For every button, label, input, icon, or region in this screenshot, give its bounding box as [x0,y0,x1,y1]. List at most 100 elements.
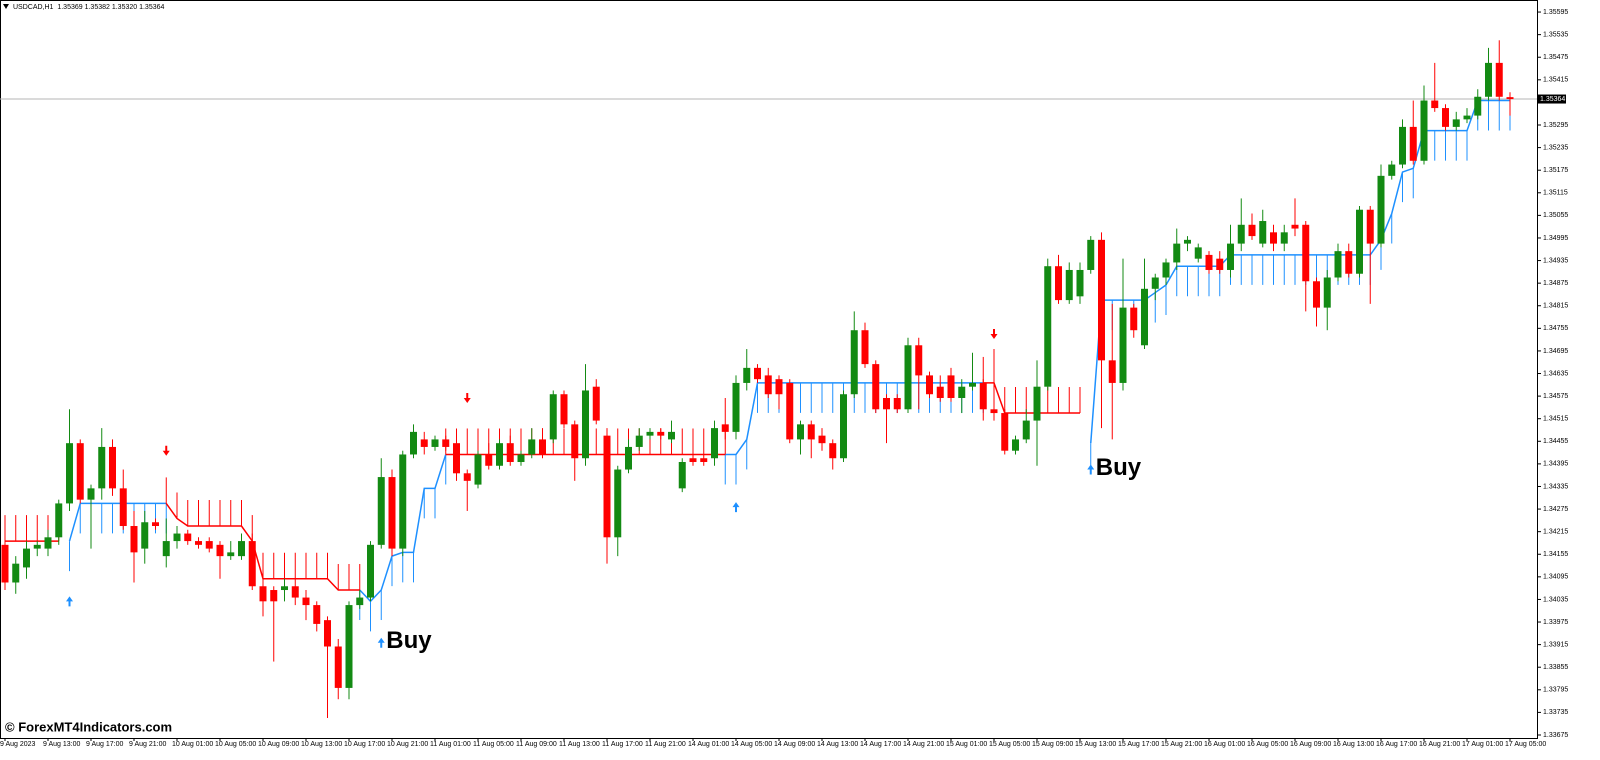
candle-body [1237,224,1245,244]
x-tick-label: 14 Aug 01:00 [688,741,729,748]
candle-body [410,431,417,455]
candle-body [98,446,106,489]
menu-icon [3,4,9,9]
x-tick-label: 17 Aug 05:00 [1505,741,1546,748]
candle-body [1001,413,1009,451]
candle-body [958,386,966,398]
candle-body [517,454,525,463]
candle-body [582,390,589,459]
candle-body [1313,281,1320,308]
x-tick-label: 9 Aug 13:00 [43,741,80,748]
candle-body [1356,209,1363,274]
candle-body [227,552,235,557]
candle-body [506,443,514,463]
candle-body [1216,258,1224,270]
candle-body [1334,251,1342,278]
candle-body [603,435,611,538]
candle-body [1388,164,1396,176]
candle-body [560,394,568,425]
candle-body [356,597,364,606]
candle-body [334,646,342,688]
x-tick-label: 15 Aug 09:00 [1032,741,1073,748]
candle-body [797,424,804,440]
candle-body [377,477,385,545]
candle-body [345,605,353,688]
x-tick-label: 11 Aug 09:00 [516,741,557,748]
candle-body [1409,126,1417,161]
candle-body [947,375,955,398]
candle-body [732,382,740,432]
candle-body [786,382,794,440]
candle-body [807,424,815,440]
signal-arrow [990,328,998,339]
y-tick-label: 1.34815 [1543,303,1568,310]
y-tick-label: 1.34635 [1543,370,1568,377]
x-tick-label: 15 Aug 05:00 [989,741,1030,748]
x-tick-label: 15 Aug 01:00 [946,741,987,748]
candle-body [539,439,546,455]
x-tick-label: 10 Aug 09:00 [258,741,299,748]
x-tick-label: 10 Aug 17:00 [344,741,385,748]
y-tick-label: 1.34695 [1543,348,1568,355]
candle-body [850,330,858,395]
candle-body [453,443,460,474]
candle-body [12,563,20,583]
candle-body [173,533,181,542]
candle-body [248,541,256,587]
y-tick-label: 1.34995 [1543,235,1568,242]
candle-body [775,379,783,395]
x-tick-label: 11 Aug 05:00 [473,741,514,748]
candle-body [1323,277,1331,308]
x-tick-label: 11 Aug 01:00 [430,741,471,748]
candle-body [1130,307,1138,331]
x-tick-label: 11 Aug 17:00 [602,741,643,748]
x-tick-label: 10 Aug 01:00 [172,741,213,748]
candle-body [1205,254,1213,270]
candle-body [162,541,170,557]
candle-body [442,439,450,447]
x-tick-label: 10 Aug 21:00 [387,741,428,748]
y-tick-label: 1.34095 [1543,574,1568,581]
candle-body [1399,126,1406,165]
signal-arrow [66,596,73,607]
candle-body [711,428,718,459]
candle-body [1259,221,1267,244]
candle-body [1452,119,1460,127]
candle-body [969,382,976,387]
candle-body [270,590,278,602]
candle-body [657,431,665,436]
candle-body [1184,239,1191,244]
y-tick-label: 1.33675 [1543,732,1568,739]
candle-body [474,454,482,485]
candle-body [700,458,708,463]
candle-body [281,586,288,591]
y-tick-label: 1.35175 [1543,167,1568,174]
candle-body [861,330,869,365]
x-tick-label: 14 Aug 05:00 [731,741,772,748]
x-tick-label: 16 Aug 09:00 [1290,741,1331,748]
candle-body [1302,224,1310,282]
candle-body [463,473,471,481]
candle-body [1420,100,1428,161]
candle-body [109,446,116,489]
candle-body [872,364,880,410]
signal-label: Buy [386,627,432,654]
candle-body [238,541,245,557]
candle-body [1065,269,1073,301]
x-tick-label: 14 Aug 13:00 [817,741,858,748]
candle-body [764,375,772,395]
x-tick-label: 15 Aug 21:00 [1161,741,1202,748]
signal-arrow [162,445,170,456]
candle-body [1345,251,1353,274]
y-tick-label: 1.35415 [1543,77,1568,84]
y-tick-label: 1.33975 [1543,619,1568,626]
x-tick-label: 14 Aug 21:00 [903,741,944,748]
candle-body [926,375,933,395]
candle-body [1495,62,1503,97]
candle-body [904,345,912,410]
candle-body [635,435,643,447]
candle-body [1463,115,1471,120]
x-tick-label: 10 Aug 13:00 [301,741,342,748]
y-tick-label: 1.33795 [1543,687,1568,694]
candle-body [1194,247,1202,259]
